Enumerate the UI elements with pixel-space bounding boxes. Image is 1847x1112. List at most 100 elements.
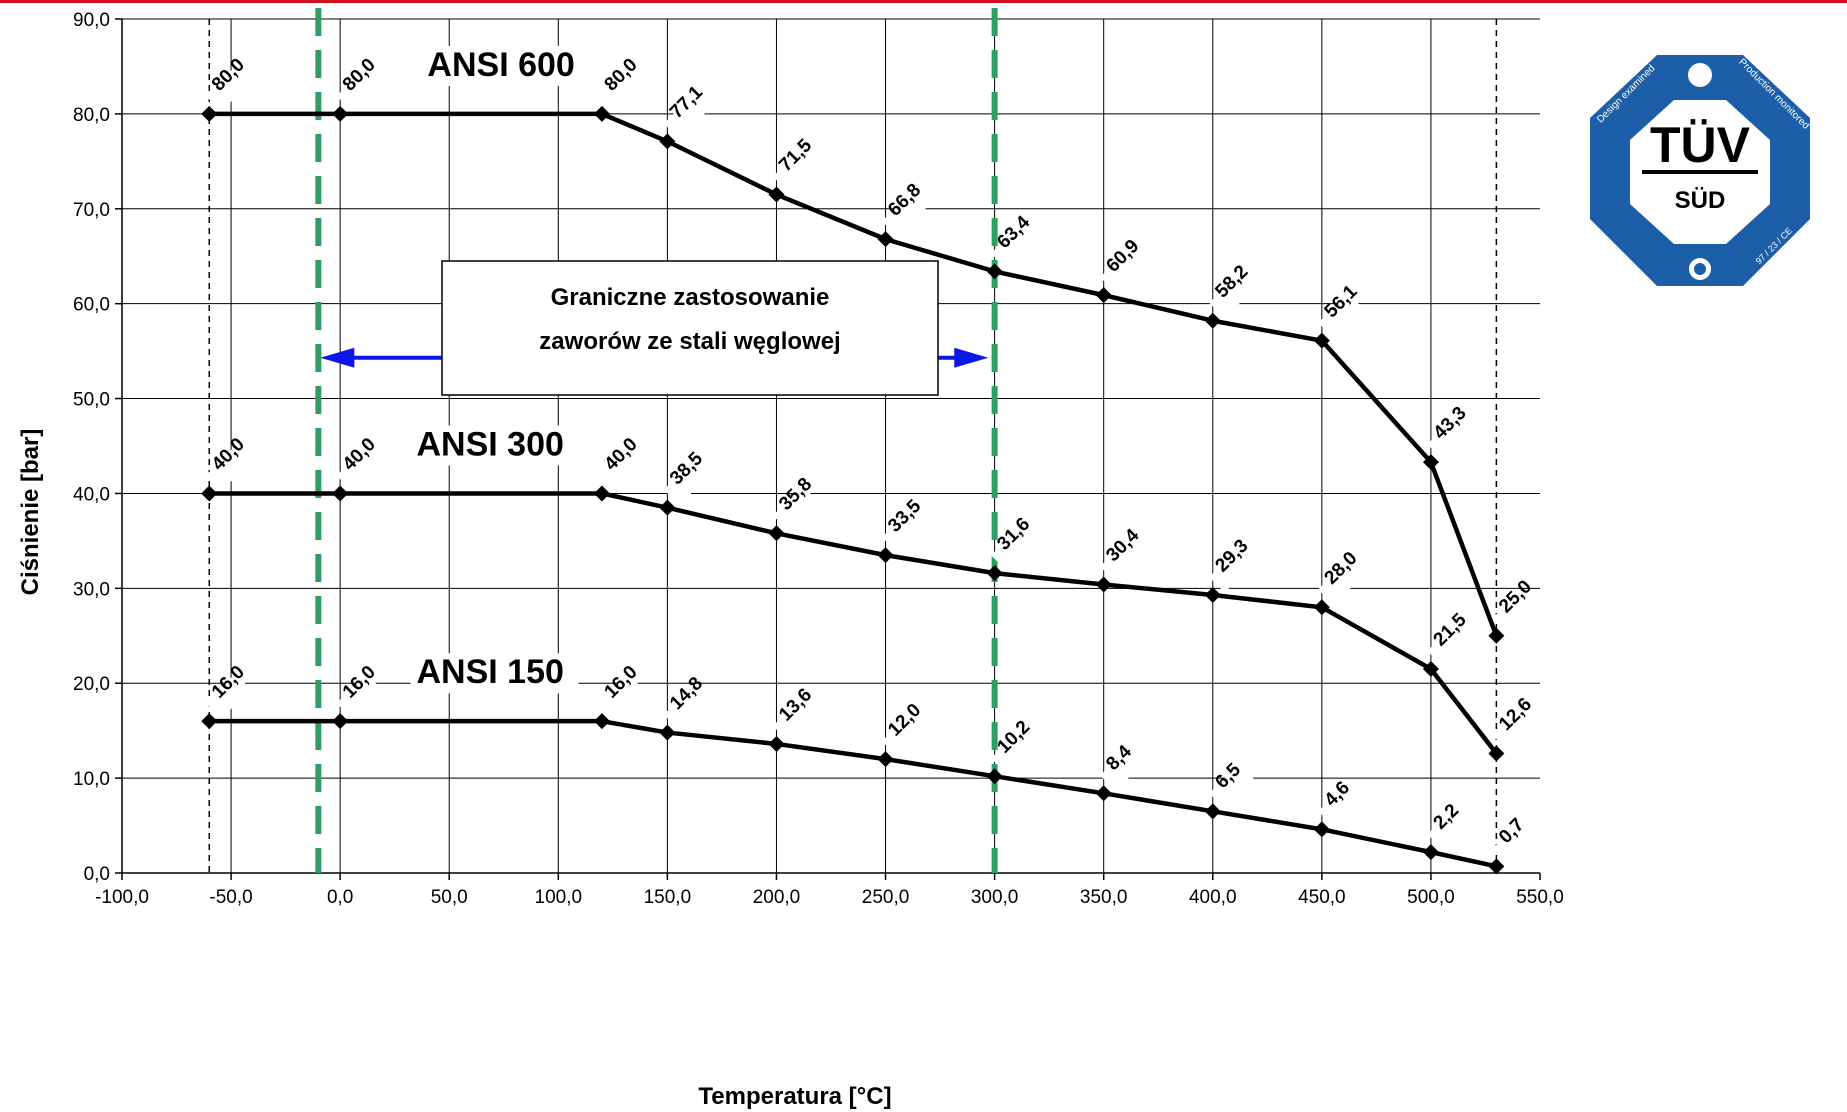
data-label-background <box>1318 559 1364 605</box>
class-label-background <box>410 653 579 694</box>
tuv-sud-certification-badge: S TÜV SÜD Design examined Production mon… <box>1590 55 1811 286</box>
badge-bottom-icon-inner <box>1694 263 1706 275</box>
data-point-marker <box>1313 821 1330 838</box>
data-point-marker <box>332 713 349 730</box>
y-tick-label: 20,0 <box>73 674 110 695</box>
data-point-marker <box>1095 576 1112 593</box>
data-point-marker <box>1313 599 1330 616</box>
y-tick-label: 80,0 <box>73 105 110 126</box>
axes: -100,0 -50,0 0,0 50,0 100,0 150,0 200,0 250,0 30… <box>73 10 1564 908</box>
data-label-background <box>663 684 710 731</box>
series-line <box>209 111 1499 637</box>
data-point-marker <box>659 499 676 516</box>
y-tick-label: 0,0 <box>84 864 110 885</box>
data-label-background <box>1492 588 1538 634</box>
data-label-background <box>663 460 710 506</box>
class-labels: ANSI 600 ANSI 300 ANSI 150 <box>410 45 590 694</box>
data-point-marker <box>593 485 610 502</box>
data-point-marker <box>1422 660 1439 677</box>
data-label-background <box>598 673 644 719</box>
data-point-marker <box>1488 627 1505 644</box>
y-tick-label: 30,0 <box>73 579 110 600</box>
data-label-background <box>1427 621 1473 667</box>
x-tick-label: 300,0 <box>971 887 1019 908</box>
data-label-background <box>881 191 928 237</box>
data-label-background <box>772 696 819 742</box>
data-label-background <box>772 485 819 531</box>
badge-sub: SÜD <box>1675 187 1726 214</box>
x-tick-label: 400,0 <box>1189 887 1237 908</box>
data-label-background <box>1100 745 1146 791</box>
data-label-background <box>598 66 644 112</box>
data-point-marker <box>201 485 218 502</box>
data-point-marker <box>1204 312 1221 329</box>
data-label-background <box>1209 273 1255 319</box>
x-tick-label: 200,0 <box>753 887 801 908</box>
data-point-marker <box>593 713 610 730</box>
x-axis-title: Temperatura [°C] <box>698 1083 891 1110</box>
data-label-background <box>1209 763 1255 809</box>
x-tick-label: 0,0 <box>327 887 353 908</box>
data-point-marker <box>1204 803 1221 820</box>
data-label-background <box>336 66 382 112</box>
data-label-background <box>598 445 644 492</box>
data-label-background <box>205 673 251 719</box>
series-line <box>209 718 1497 869</box>
data-point-marker <box>659 133 676 150</box>
data-label-background <box>205 66 251 112</box>
data-label-background <box>1492 818 1538 864</box>
reference-lines <box>208 8 1498 873</box>
series-class-label: ANSI 150 <box>417 653 564 691</box>
y-tick-label: 90,0 <box>73 10 110 31</box>
data-label-background <box>990 728 1037 774</box>
annotation-frame <box>441 260 939 396</box>
badge-s-icon <box>1688 63 1712 87</box>
top-red-rule <box>0 0 1847 3</box>
data-point-marker <box>1488 858 1505 875</box>
data-label-background <box>1100 536 1146 583</box>
data-label-background <box>1427 414 1473 460</box>
data-point-marker <box>1204 586 1221 603</box>
data-point-marker <box>1422 454 1439 471</box>
data-point-marker <box>877 547 894 564</box>
series-class-label: ANSI 300 <box>417 425 564 463</box>
data-point-marker <box>1422 844 1439 861</box>
x-tick-label: 350,0 <box>1080 887 1128 908</box>
badge-brand: TÜV <box>1650 117 1751 173</box>
data-point-marker <box>201 713 218 730</box>
data-point-marker <box>986 768 1003 785</box>
series-markers <box>201 105 1505 875</box>
data-label-background <box>205 445 251 492</box>
y-tick-label: 60,0 <box>73 295 110 316</box>
badge-divider <box>1642 170 1758 174</box>
series-lines <box>209 111 1499 869</box>
data-point-marker <box>986 263 1003 280</box>
data-point-marker <box>332 485 349 502</box>
badge-s-symbol: S <box>1695 68 1706 85</box>
data-point-marker <box>1313 332 1330 349</box>
data-point-marker <box>201 105 218 122</box>
data-label-background <box>1209 547 1255 593</box>
data-point-marker <box>332 105 349 122</box>
x-tick-label: 100,0 <box>535 887 583 908</box>
x-tick-label: -50,0 <box>209 887 252 908</box>
annotation-box: Graniczne zastosowanie zaworów ze stali … <box>441 260 939 396</box>
data-label-background <box>881 507 928 553</box>
data-point-marker <box>877 231 894 248</box>
data-point-marker <box>659 724 676 741</box>
data-point-marker <box>1095 785 1112 802</box>
x-tick-label: 250,0 <box>862 887 910 908</box>
data-labels: 80,0 80,0 80,077,171,566,863,460,958,2 56,1… <box>205 54 1538 864</box>
annotation-line-2: zaworów ze stali węglowej <box>539 328 840 355</box>
series-class-label: ANSI 600 <box>427 46 574 84</box>
y-tick-label: 10,0 <box>73 769 110 790</box>
y-tick-label: 40,0 <box>73 484 110 505</box>
data-label-background <box>1492 705 1538 752</box>
x-tick-label: 550,0 <box>1516 887 1564 908</box>
data-point-marker <box>1095 287 1112 304</box>
x-tick-label: 150,0 <box>644 887 692 908</box>
y-tick-label: 50,0 <box>73 390 110 411</box>
data-point-marker <box>593 105 610 122</box>
x-tick-label: 500,0 <box>1407 887 1455 908</box>
